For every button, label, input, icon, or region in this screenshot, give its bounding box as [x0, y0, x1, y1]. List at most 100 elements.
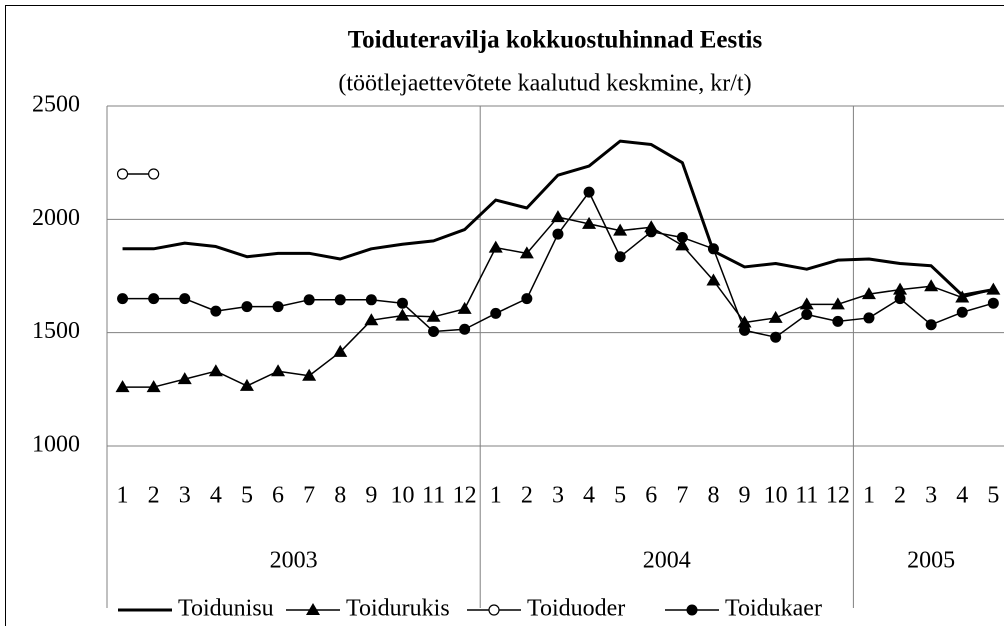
marker [334, 294, 346, 306]
marker [676, 231, 688, 243]
chart-subtitle: (töötlejaettevõtete kaalutud keskmine, k… [338, 71, 751, 97]
x-tick-label: 3 [179, 483, 191, 509]
marker [737, 315, 752, 328]
legend-label: Toidunisu [178, 596, 274, 622]
marker [395, 308, 410, 321]
x-tick-label: 8 [707, 483, 719, 509]
x-tick-label: 7 [303, 483, 315, 509]
marker [177, 372, 192, 385]
x-tick-label: 2 [148, 483, 160, 509]
marker [770, 331, 782, 343]
marker [210, 305, 222, 317]
x-tick-label: 9 [739, 483, 751, 509]
marker [956, 306, 968, 318]
x-tick-label: 6 [272, 483, 284, 509]
marker [490, 307, 502, 319]
marker [426, 309, 441, 322]
marker [894, 293, 906, 305]
x-group-label: 2005 [907, 548, 955, 574]
x-tick-label: 1 [490, 483, 502, 509]
marker [459, 323, 471, 335]
x-group-label: 2003 [270, 548, 318, 574]
y-tick-label: 2000 [32, 205, 80, 231]
marker [893, 282, 908, 295]
x-tick-label: 4 [956, 483, 968, 509]
marker [706, 273, 721, 286]
x-group-label: 2004 [643, 548, 691, 574]
marker [801, 309, 813, 321]
marker [488, 240, 503, 253]
marker [986, 282, 1001, 295]
marker [675, 238, 690, 251]
chart-title: Toiduteravilja kokkuostuhinnad Eestis [348, 27, 763, 54]
marker [239, 378, 254, 391]
marker [117, 293, 129, 305]
marker [861, 287, 876, 300]
x-tick-label: 12 [826, 483, 850, 509]
marker [550, 210, 565, 223]
marker [863, 312, 875, 324]
marker [645, 226, 657, 238]
marker [208, 364, 223, 377]
marker [955, 290, 970, 303]
x-tick-label: 4 [583, 483, 595, 509]
x-tick-label: 5 [987, 483, 999, 509]
series-line [122, 139, 994, 297]
marker [364, 313, 379, 326]
marker [303, 294, 315, 306]
x-tick-label: 3 [925, 483, 937, 509]
marker [365, 294, 377, 306]
marker [396, 297, 408, 309]
marker [925, 319, 937, 331]
marker [739, 324, 751, 336]
marker [148, 168, 160, 180]
marker [148, 293, 160, 305]
marker [146, 380, 161, 393]
marker [428, 326, 440, 338]
marker [519, 246, 534, 259]
chart-frame [5, 5, 1004, 626]
marker [179, 293, 191, 305]
marker [614, 251, 626, 263]
y-tick-label: 1000 [32, 432, 80, 458]
marker [924, 279, 939, 292]
marker [271, 364, 286, 377]
marker [613, 223, 628, 236]
x-tick-label: 12 [453, 483, 477, 509]
legend-label: Toiduoder [527, 596, 625, 622]
series-line [122, 216, 994, 388]
marker [707, 243, 719, 255]
marker [987, 297, 999, 309]
marker [830, 297, 845, 310]
legend-label: Toidurukis [346, 596, 450, 622]
x-tick-label: 10 [764, 483, 788, 509]
y-tick-label: 1500 [32, 318, 80, 344]
marker [241, 301, 253, 313]
x-tick-label: 2 [894, 483, 906, 509]
marker [272, 301, 284, 313]
x-tick-label: 1 [863, 483, 875, 509]
x-tick-label: 5 [614, 483, 626, 509]
x-tick-label: 8 [334, 483, 346, 509]
marker [799, 297, 814, 310]
marker [116, 168, 129, 180]
y-tick-label: 2500 [32, 92, 80, 118]
x-tick-label: 1 [117, 483, 129, 509]
marker [582, 216, 597, 229]
x-tick-label: 7 [676, 483, 688, 509]
marker [115, 380, 130, 393]
x-tick-label: 6 [645, 483, 657, 509]
marker [583, 186, 595, 198]
marker [488, 604, 500, 616]
marker [302, 368, 317, 381]
x-tick-label: 11 [422, 483, 445, 509]
marker [457, 301, 472, 314]
x-tick-label: 4 [210, 483, 222, 509]
marker [333, 344, 348, 357]
x-tick-label: 3 [552, 483, 564, 509]
marker [832, 315, 844, 327]
marker [306, 603, 320, 615]
marker [686, 604, 698, 616]
x-tick-label: 5 [241, 483, 253, 509]
